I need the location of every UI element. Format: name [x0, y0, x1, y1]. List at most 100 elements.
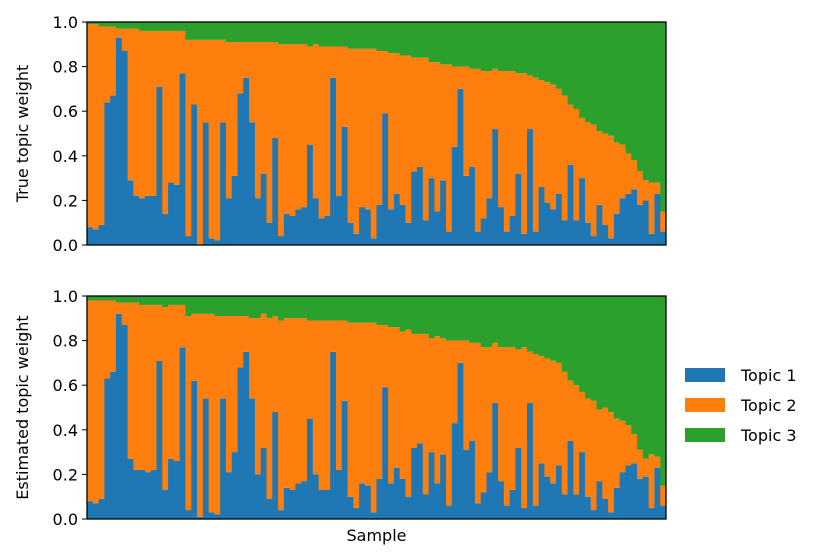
bar-segment-topic-2	[596, 131, 603, 205]
bar-segment-topic-3	[214, 296, 221, 317]
bar-segment-topic-1	[590, 236, 598, 245]
bar-segment-topic-3	[243, 296, 250, 317]
bar-segment-topic-1	[590, 510, 598, 519]
plot-frame	[86, 295, 667, 520]
bar-segment-topic-1	[480, 492, 488, 519]
bar-segment-topic-3	[521, 296, 528, 348]
bar-segment-topic-2	[440, 64, 447, 181]
bar-segment-topic-2	[335, 46, 343, 196]
bar-segment-topic-2	[173, 304, 181, 462]
bar-segment-topic-1	[550, 483, 557, 519]
bar-segment-topic-3	[208, 296, 215, 314]
bar-segment-topic-1	[289, 490, 296, 519]
bar-segment-topic-1	[538, 463, 545, 519]
bar-segment-topic-2	[376, 324, 383, 479]
bar-segment-topic-1	[289, 216, 296, 245]
bar-segment-topic-2	[573, 385, 580, 495]
bar-segment-topic-2	[87, 24, 94, 228]
legend-label-topic-3: Topic 3	[740, 426, 797, 445]
bar-segment-topic-3	[156, 296, 163, 305]
bar-segment-topic-2	[243, 42, 250, 78]
bar-segment-topic-3	[254, 296, 262, 319]
bar-segment-topic-3	[335, 22, 343, 47]
bar-segment-topic-2	[451, 66, 459, 147]
bar-segment-topic-1	[260, 173, 267, 245]
bar-segment-topic-2	[619, 420, 626, 473]
bar-segment-topic-1	[573, 220, 580, 245]
bar-segment-topic-2	[573, 108, 580, 221]
bar-segment-topic-2	[579, 117, 586, 179]
bar-segment-topic-1	[388, 483, 395, 519]
bar-segment-topic-2	[208, 313, 215, 513]
bar-segment-topic-2	[243, 316, 250, 352]
bar-segment-topic-1	[318, 218, 325, 245]
bar-segment-topic-1	[243, 351, 250, 519]
bar-segment-topic-1	[272, 137, 279, 245]
bar-segment-topic-2	[162, 307, 169, 491]
bar-segment-topic-2	[353, 48, 360, 234]
bar-segment-topic-1	[405, 496, 412, 519]
bar-segment-topic-2	[191, 313, 198, 381]
bar-segment-topic-1	[214, 514, 221, 519]
bar-segment-topic-1	[480, 218, 488, 245]
bar-segment-topic-2	[370, 322, 377, 513]
bar-segment-topic-2	[197, 313, 204, 517]
bar-segment-topic-3	[191, 296, 198, 314]
bar-segment-topic-2	[417, 57, 424, 167]
bar-segment-topic-3	[289, 22, 296, 45]
bar-segment-topic-2	[660, 485, 667, 506]
bar-segment-topic-1	[225, 198, 233, 245]
bar-segment-topic-3	[115, 22, 123, 29]
bar-segment-topic-3	[121, 22, 129, 29]
plot-frame	[86, 21, 667, 246]
bar-segment-topic-3	[555, 296, 563, 363]
bar-segment-topic-1	[324, 216, 331, 245]
bar-segment-topic-2	[121, 302, 129, 325]
bar-segment-topic-1	[527, 129, 534, 245]
bar-segment-topic-2	[289, 44, 296, 217]
bar-segment-topic-1	[440, 180, 447, 245]
bar-segment-topic-3	[654, 22, 661, 183]
bar-segment-topic-1	[596, 204, 603, 245]
bar-segment-topic-3	[532, 296, 540, 354]
bar-segment-topic-1	[202, 398, 210, 519]
bar-segment-topic-2	[312, 44, 320, 199]
bar-segment-topic-3	[173, 296, 181, 305]
bar-segment-topic-3	[492, 22, 499, 69]
bar-segment-topic-3	[370, 22, 377, 49]
bar-segment-topic-2	[509, 347, 516, 491]
y-axis-label: True topic weight	[13, 65, 32, 204]
bar-segment-topic-2	[330, 46, 337, 78]
bar-segment-topic-3	[185, 296, 192, 317]
bar-segment-topic-2	[393, 53, 401, 194]
bar-segment-topic-1	[370, 238, 377, 245]
bar-segment-topic-2	[654, 456, 661, 468]
bar-segment-topic-3	[92, 296, 100, 301]
bar-segment-topic-2	[133, 28, 140, 196]
bar-segment-topic-2	[110, 300, 117, 372]
bar-segment-topic-3	[197, 22, 204, 40]
bar-segment-topic-2	[608, 135, 615, 239]
bar-segment-topic-3	[127, 296, 134, 303]
bar-segment-topic-2	[451, 340, 459, 424]
bar-segment-topic-2	[631, 434, 638, 464]
bar-segment-topic-1	[503, 231, 511, 245]
y-tick-label: 0.6	[53, 376, 78, 395]
bar-segment-topic-2	[121, 28, 129, 51]
bar-segment-topic-1	[364, 485, 372, 519]
bar-segment-topic-1	[301, 207, 308, 245]
bar-segment-topic-1	[127, 458, 134, 519]
bar-segment-topic-1	[498, 207, 505, 245]
bar-segment-topic-1	[295, 209, 302, 245]
bar-segment-topic-3	[498, 22, 505, 72]
bar-segment-topic-3	[584, 22, 592, 123]
bar-segment-topic-3	[382, 22, 389, 51]
bar-segment-topic-1	[341, 400, 349, 519]
bar-segment-topic-2	[202, 39, 210, 123]
bar-segment-topic-3	[596, 296, 603, 410]
bar-segment-topic-2	[324, 46, 331, 217]
bar-segment-topic-3	[289, 296, 296, 319]
bar-segment-topic-1	[173, 184, 181, 245]
bar-segment-topic-2	[637, 449, 644, 479]
bar-segment-topic-2	[492, 342, 499, 404]
